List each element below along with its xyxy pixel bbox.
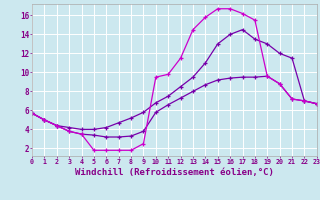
X-axis label: Windchill (Refroidissement éolien,°C): Windchill (Refroidissement éolien,°C) xyxy=(75,168,274,177)
